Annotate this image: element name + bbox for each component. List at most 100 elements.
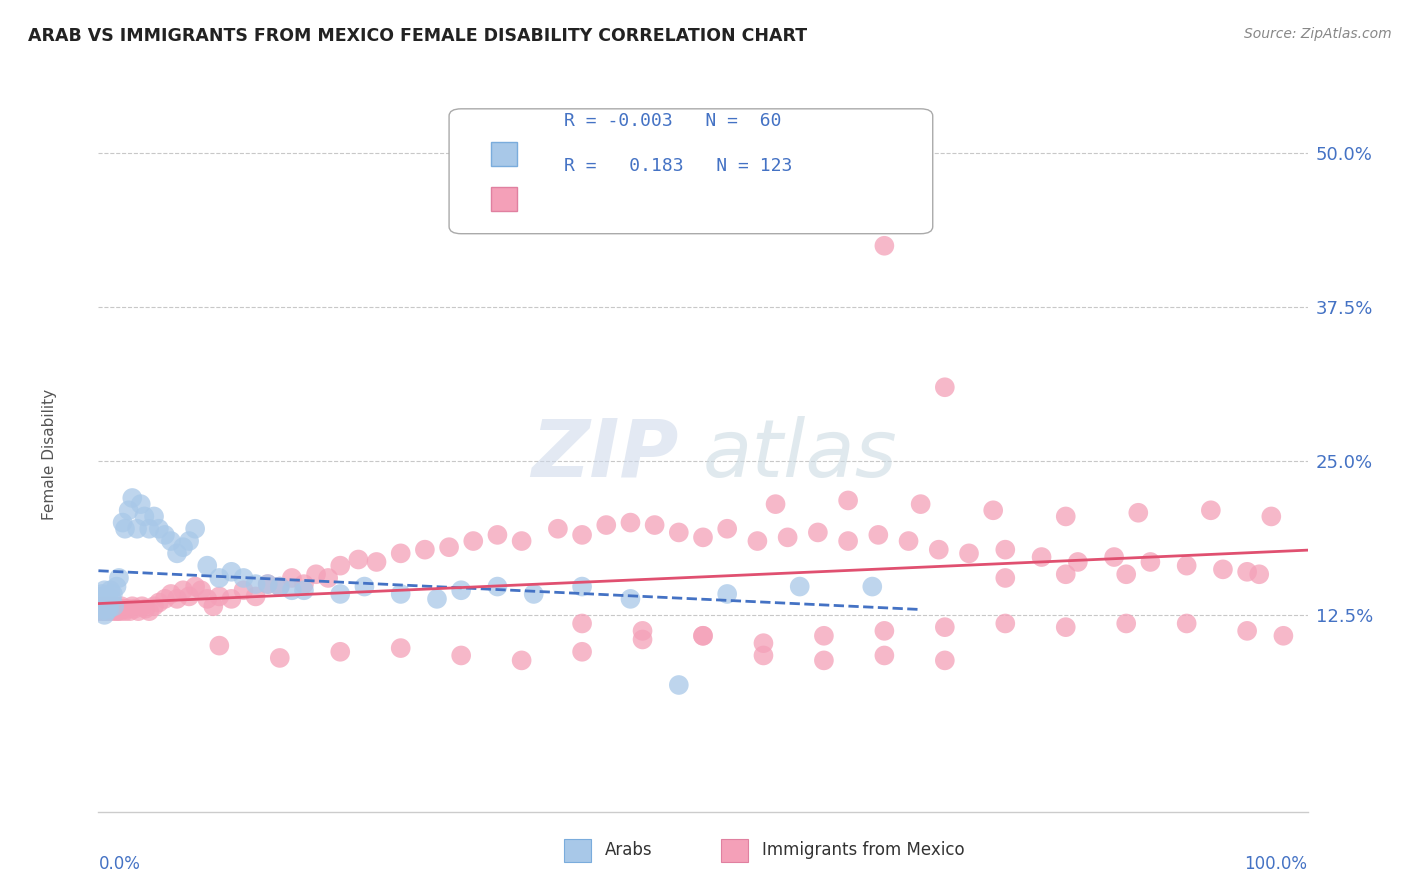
Point	[121, 491, 143, 505]
Point	[138, 604, 160, 618]
Point	[910, 497, 932, 511]
Point	[668, 678, 690, 692]
Point	[752, 636, 775, 650]
Bar	[564, 838, 591, 862]
Point	[221, 591, 243, 606]
Point	[329, 645, 352, 659]
Point	[107, 604, 129, 618]
Point	[571, 616, 593, 631]
Point	[668, 525, 690, 540]
Point	[127, 604, 149, 618]
Point	[571, 580, 593, 594]
Point	[153, 528, 176, 542]
Point	[245, 590, 267, 604]
Point	[269, 580, 291, 594]
Point	[172, 540, 194, 554]
Point	[1054, 620, 1077, 634]
Point	[97, 599, 120, 614]
Point	[716, 522, 738, 536]
Point	[619, 591, 641, 606]
Point	[269, 651, 291, 665]
Point	[127, 522, 149, 536]
Point	[202, 599, 225, 614]
Point	[486, 528, 509, 542]
Point	[631, 632, 654, 647]
Point	[160, 587, 183, 601]
Point	[437, 540, 460, 554]
Point	[1260, 509, 1282, 524]
Point	[118, 604, 141, 618]
Point	[1175, 558, 1198, 573]
Point	[94, 604, 117, 618]
Text: ARAB VS IMMIGRANTS FROM MEXICO FEMALE DISABILITY CORRELATION CHART: ARAB VS IMMIGRANTS FROM MEXICO FEMALE DI…	[28, 27, 807, 45]
Point	[111, 516, 134, 530]
Point	[281, 583, 304, 598]
Point	[813, 629, 835, 643]
Point	[166, 591, 188, 606]
Point	[595, 518, 617, 533]
Text: 100.0%: 100.0%	[1244, 855, 1308, 872]
Point	[807, 525, 830, 540]
Point	[981, 503, 1004, 517]
Point	[837, 534, 859, 549]
Point	[347, 552, 370, 566]
Point	[138, 522, 160, 536]
Point	[619, 516, 641, 530]
Point	[90, 596, 112, 610]
Point	[93, 607, 115, 622]
Point	[765, 497, 787, 511]
Point	[873, 239, 896, 253]
Point	[195, 591, 218, 606]
Point	[1236, 624, 1258, 638]
Point	[631, 624, 654, 638]
Point	[510, 534, 533, 549]
Point	[96, 596, 118, 610]
Point	[366, 555, 388, 569]
Text: R =   0.183   N = 123: R = 0.183 N = 123	[564, 157, 793, 176]
Text: R = -0.003   N =  60: R = -0.003 N = 60	[564, 112, 782, 130]
Point	[860, 580, 883, 594]
Point	[897, 534, 920, 549]
Point	[100, 591, 122, 606]
Point	[166, 546, 188, 560]
Point	[208, 571, 231, 585]
Point	[117, 601, 139, 615]
Point	[571, 528, 593, 542]
Point	[177, 590, 201, 604]
Text: atlas: atlas	[703, 416, 898, 494]
Point	[547, 522, 569, 536]
Point	[91, 591, 114, 606]
Point	[292, 577, 315, 591]
Point	[957, 546, 980, 560]
Point	[118, 503, 141, 517]
Point	[93, 601, 115, 615]
Point	[96, 599, 118, 614]
Point	[94, 601, 117, 615]
Point	[103, 599, 125, 614]
Point	[789, 580, 811, 594]
Point	[91, 599, 114, 614]
Point	[305, 567, 328, 582]
Point	[1175, 616, 1198, 631]
Point	[463, 534, 485, 549]
Point	[96, 604, 118, 618]
Point	[1249, 567, 1271, 582]
Point	[108, 601, 131, 615]
Text: Source: ZipAtlas.com: Source: ZipAtlas.com	[1244, 27, 1392, 41]
Point	[426, 591, 449, 606]
Point	[105, 580, 128, 594]
Point	[256, 577, 278, 591]
Point	[232, 571, 254, 585]
Text: Immigrants from Mexico: Immigrants from Mexico	[762, 841, 965, 859]
Point	[131, 599, 153, 614]
Point	[644, 518, 666, 533]
Point	[184, 522, 207, 536]
Point	[160, 534, 183, 549]
Point	[523, 587, 546, 601]
Point	[98, 601, 121, 615]
Point	[100, 599, 122, 614]
Point	[208, 590, 231, 604]
Point	[1212, 562, 1234, 576]
Point	[91, 604, 114, 618]
Point	[269, 580, 291, 594]
